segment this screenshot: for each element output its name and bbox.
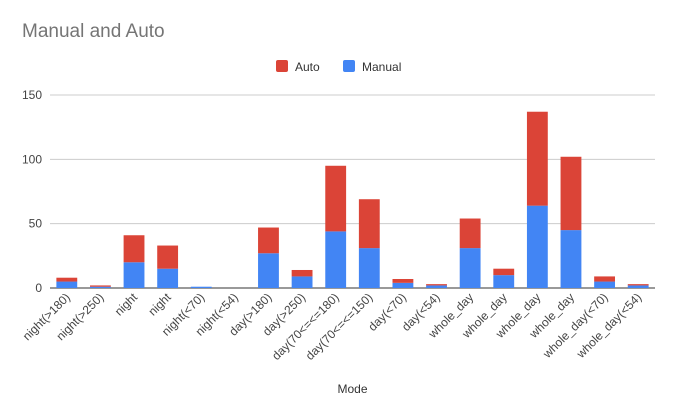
bar-auto (526, 111, 548, 206)
bar-manual (526, 205, 548, 288)
bar-auto (325, 165, 347, 232)
bar-auto (157, 245, 179, 269)
bar-manual (157, 268, 179, 288)
bar-auto (56, 277, 78, 282)
bar-manual (560, 230, 582, 288)
bar-manual (123, 262, 145, 288)
y-tick-label: 100 (22, 152, 42, 166)
bar-auto (392, 278, 414, 283)
bar-manual (493, 275, 515, 288)
bar-manual (89, 286, 111, 288)
bar-manual (627, 285, 649, 288)
y-tick-label: 150 (22, 88, 42, 102)
legend-swatch-manual (343, 60, 355, 72)
bar-auto (123, 235, 145, 263)
y-tick-label: 50 (29, 217, 43, 231)
bar-manual (594, 281, 616, 288)
bar-manual (358, 248, 380, 288)
bar-auto (89, 285, 111, 287)
bar-auto (459, 218, 481, 249)
bar-manual (190, 286, 212, 288)
bar-auto (426, 284, 447, 286)
bar-auto (627, 284, 649, 286)
legend-label-manual: Manual (362, 60, 401, 74)
x-tick-label: night (145, 290, 174, 319)
bar-auto (560, 156, 582, 231)
bar-manual (291, 276, 313, 288)
bar-auto (358, 199, 380, 249)
y-tick-label: 0 (35, 281, 42, 295)
chart-title: Manual and Auto (22, 21, 165, 42)
bar-auto (258, 227, 279, 254)
bar-auto (291, 269, 313, 277)
x-tick-label: night (112, 290, 141, 319)
bar-auto (493, 268, 515, 276)
bar-manual (258, 253, 279, 288)
legend-label-auto: Auto (295, 60, 320, 74)
legend-swatch-auto (276, 60, 288, 72)
bar-manual (56, 281, 78, 288)
bar-manual (392, 282, 414, 288)
bar-manual (325, 231, 347, 288)
bar-manual (459, 248, 481, 288)
x-axis-title: Mode (337, 382, 367, 396)
bar-auto (594, 276, 616, 282)
bar-manual (426, 285, 447, 288)
